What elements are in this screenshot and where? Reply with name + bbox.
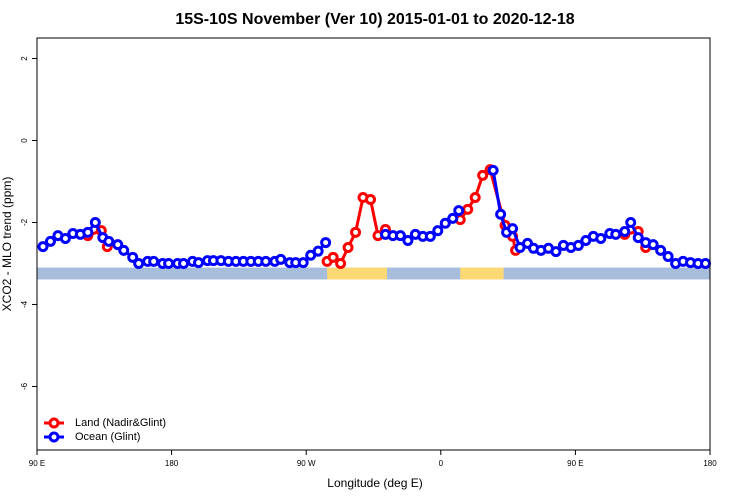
data-point xyxy=(342,241,354,253)
plot-frame xyxy=(36,37,711,451)
data-point xyxy=(89,216,101,228)
data-point xyxy=(365,194,377,206)
data-point xyxy=(275,253,287,265)
x-tick-label: 90 W xyxy=(297,459,316,468)
data-point xyxy=(647,239,659,251)
data-point xyxy=(655,244,667,256)
data-point xyxy=(118,244,130,256)
data-point xyxy=(700,257,712,269)
data-point xyxy=(477,169,489,181)
x-tick-label: 180 xyxy=(703,459,717,468)
data-point xyxy=(133,257,145,269)
data-point xyxy=(260,255,272,267)
data-point xyxy=(595,232,607,244)
x-tick-label: 90 E xyxy=(29,459,45,468)
data-point xyxy=(127,251,139,263)
y-axis-label: XCO2 - MLO trend (ppm) xyxy=(0,177,14,312)
land-band xyxy=(327,267,387,280)
data-point xyxy=(327,251,339,263)
data-point xyxy=(610,228,622,240)
legend-marker xyxy=(48,431,60,443)
data-point xyxy=(193,257,205,269)
data-point xyxy=(487,164,499,176)
data-point xyxy=(312,245,324,257)
y-tick-label: -4 xyxy=(20,300,29,308)
data-point xyxy=(178,257,190,269)
data-point xyxy=(572,239,584,251)
data-point xyxy=(350,226,362,238)
data-point xyxy=(402,235,414,247)
x-tick-label: 180 xyxy=(165,459,179,468)
data-point xyxy=(424,230,436,242)
chart-title: 15S-10S November (Ver 10) 2015-01-01 to … xyxy=(175,11,574,28)
data-point xyxy=(44,235,56,247)
data-point xyxy=(662,251,674,263)
data-point xyxy=(462,203,474,215)
data-point xyxy=(453,205,465,217)
data-point xyxy=(103,235,115,247)
legend-marker xyxy=(48,417,60,429)
data-point xyxy=(432,225,444,237)
data-point xyxy=(82,226,94,238)
y-tick-label: -6 xyxy=(20,382,29,390)
y-tick-label: 2 xyxy=(20,56,29,61)
data-point xyxy=(394,230,406,242)
data-point xyxy=(148,255,160,267)
data-point xyxy=(495,208,507,220)
data-point xyxy=(335,257,347,269)
data-point xyxy=(550,246,562,258)
x-axis-label: Longitude (deg E) xyxy=(327,476,422,490)
data-point xyxy=(447,212,459,224)
data-point xyxy=(632,232,644,244)
data-point xyxy=(507,223,519,235)
data-point xyxy=(619,225,631,237)
x-tick-label: 0 xyxy=(439,459,444,468)
data-point xyxy=(439,217,451,229)
data-point xyxy=(59,232,71,244)
data-point xyxy=(625,216,637,228)
x-tick-label: 90 E xyxy=(567,459,583,468)
data-point xyxy=(320,237,332,249)
legend-label: Land (Nadir&Glint) xyxy=(75,417,166,429)
y-tick-label: 0 xyxy=(20,138,29,143)
y-tick-label: -2 xyxy=(20,218,29,226)
data-point xyxy=(37,241,49,253)
legend-label: Ocean (Glint) xyxy=(75,431,140,443)
data-point xyxy=(297,257,309,269)
data-point xyxy=(163,257,175,269)
data-point xyxy=(469,191,481,203)
land-band xyxy=(460,267,504,280)
